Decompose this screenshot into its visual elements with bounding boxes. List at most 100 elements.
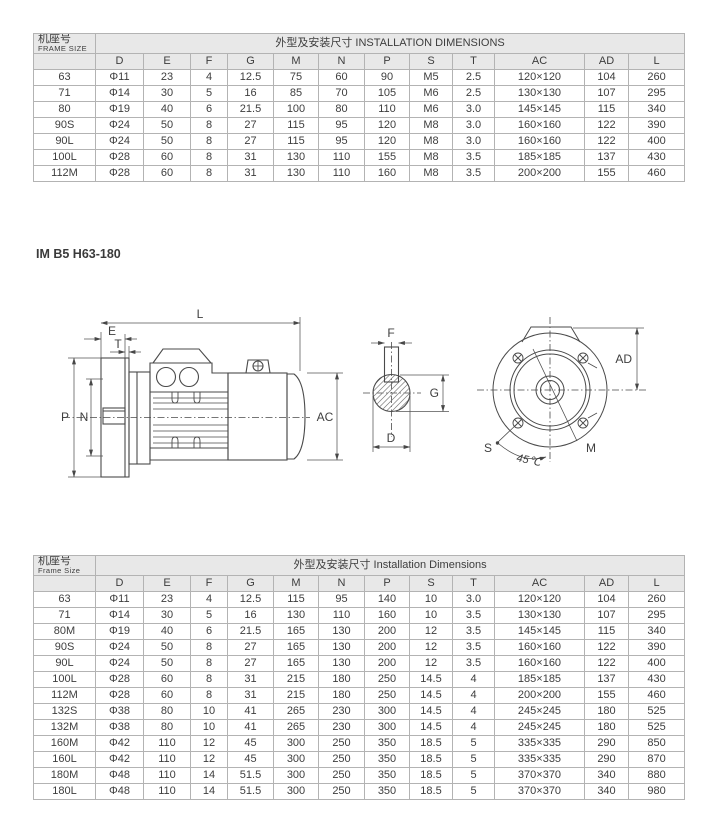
table-cell: 185×185	[494, 671, 585, 688]
column-header-d: D	[95, 575, 144, 592]
table-cell: 130×130	[494, 607, 585, 624]
table-cell: Φ11	[95, 69, 144, 86]
table-cell: 180	[318, 687, 365, 704]
column-header-n: N	[318, 575, 365, 592]
flange-dimensions	[573, 327, 644, 391]
table-cell: 3.5	[452, 149, 495, 166]
side-view-dimensions	[68, 317, 343, 478]
table-cell: 12	[190, 735, 228, 752]
table-cell: 300	[273, 783, 319, 800]
table-cell: 300	[364, 703, 410, 720]
table-cell: 12.5	[227, 591, 274, 608]
table-cell: 122	[584, 133, 629, 150]
table-cell: M8	[409, 149, 453, 166]
column-header-s: S	[409, 575, 453, 592]
table-cell: 85	[273, 85, 319, 102]
table-cell: 350	[364, 783, 410, 800]
cable-gland	[155, 366, 177, 388]
table-cell: 290	[584, 751, 629, 768]
fan-cover	[287, 373, 306, 460]
table-cell: 200×200	[494, 165, 585, 182]
table-cell: 5	[190, 607, 228, 624]
table-cell: 80	[318, 101, 365, 118]
installation-drawing: L E T P N AC F G D	[61, 307, 646, 478]
table-cell: Φ28	[95, 687, 144, 704]
table-cell: 390	[627, 639, 686, 656]
table-cell: 3.0	[452, 101, 495, 118]
frame-size-header: 机座号 Frame Size	[33, 555, 96, 576]
column-header-ac: AC	[494, 575, 585, 592]
rear-housing	[227, 372, 288, 461]
table-cell: 14.5	[409, 703, 453, 720]
table-cell: 3.5	[452, 607, 495, 624]
column-header-n: N	[318, 53, 365, 70]
frame-size-cell: 71	[33, 85, 96, 102]
table-cell: 70	[318, 85, 365, 102]
table-cell: 120×120	[494, 591, 585, 608]
table-cell: 160	[364, 165, 410, 182]
table-cell: 45	[227, 751, 274, 768]
table-cell: 130×130	[494, 85, 585, 102]
table-cell: 4	[190, 69, 228, 86]
dimension-table-b5: 机座号 Frame Size 外型及安装尺寸 Installation Dimens…	[33, 555, 686, 800]
table-cell: 115	[584, 101, 629, 118]
table-cell: 3.5	[452, 165, 495, 182]
table-cell: 130	[273, 149, 319, 166]
table-cell: 122	[584, 117, 629, 134]
table-cell: 21.5	[227, 101, 274, 118]
table-row: 90L Φ24 50 8 27 165 130 200 12 3.5 160×160 122 400	[33, 655, 686, 672]
table-cell: 300	[273, 767, 319, 784]
table-cell: 4	[452, 687, 495, 704]
frame-size-cell: 180L	[33, 783, 96, 800]
table-cell: 50	[143, 133, 191, 150]
table-cell: 200	[364, 655, 410, 672]
motor-side-view	[63, 348, 310, 478]
table-cell: 80	[143, 703, 191, 720]
table-cell: 460	[627, 687, 686, 704]
table-cell: 95	[318, 591, 365, 608]
table-cell: 230	[318, 719, 365, 736]
table-cell: Φ28	[95, 671, 144, 688]
table-cell: 110	[364, 101, 410, 118]
table-cell: 165	[273, 623, 319, 640]
table-cell: 10	[409, 607, 453, 624]
table-cell: 980	[627, 783, 686, 800]
column-header-s: S	[409, 53, 453, 70]
table-cell: 60	[318, 69, 365, 86]
column-header-m: M	[273, 53, 319, 70]
table-cell: 50	[143, 655, 191, 672]
frame-size-cell: 63	[33, 69, 96, 86]
table-row: 100L Φ28 60 8 31 130 110 155 M8 3.5 185×185 137 430	[33, 149, 686, 166]
table-cell: 75	[273, 69, 319, 86]
table-cell: 400	[627, 133, 686, 150]
table-cell: 110	[143, 735, 191, 752]
table-cell: 160×160	[494, 639, 585, 656]
table-cell: 335×335	[494, 751, 585, 768]
b5-dimensions-table: 机座号 Frame Size 外型及安装尺寸 Installation Dimens…	[33, 555, 686, 800]
table-cell: 300	[273, 735, 319, 752]
table-cell: 350	[364, 751, 410, 768]
flange-outer-circle	[492, 332, 608, 448]
table-cell: 40	[143, 623, 191, 640]
table-cell: 870	[627, 751, 686, 768]
tie-rod-channels	[171, 392, 201, 448]
table-cell: 120	[364, 133, 410, 150]
frame-size-cell: 160M	[33, 735, 96, 752]
table-cell: 60	[143, 165, 191, 182]
table-cell: 41	[227, 719, 274, 736]
frame-size-cell: 90L	[33, 655, 96, 672]
table-row: 112M Φ28 60 8 31 215 180 250 14.5 4 200×200 155 460	[33, 687, 686, 704]
table-cell: 51.5	[227, 783, 274, 800]
dimension-label-d: D	[387, 431, 396, 445]
table-row: 90S Φ24 50 8 27 115 95 120 M8 3.0 160×160 122 390	[33, 117, 686, 134]
table-cell: 27	[227, 655, 274, 672]
table-cell: 105	[364, 85, 410, 102]
table-cell: Φ28	[95, 165, 144, 182]
column-header-p: P	[364, 53, 410, 70]
installation-dimensions-header: 外型及安装尺寸 Installation Dimensions	[94, 555, 686, 576]
table-cell: 6	[190, 101, 228, 118]
terminal-box-top	[521, 326, 581, 343]
table-cell: 60	[143, 671, 191, 688]
dimension-label-ac: AC	[317, 410, 334, 424]
shaft-section-view	[363, 342, 421, 437]
